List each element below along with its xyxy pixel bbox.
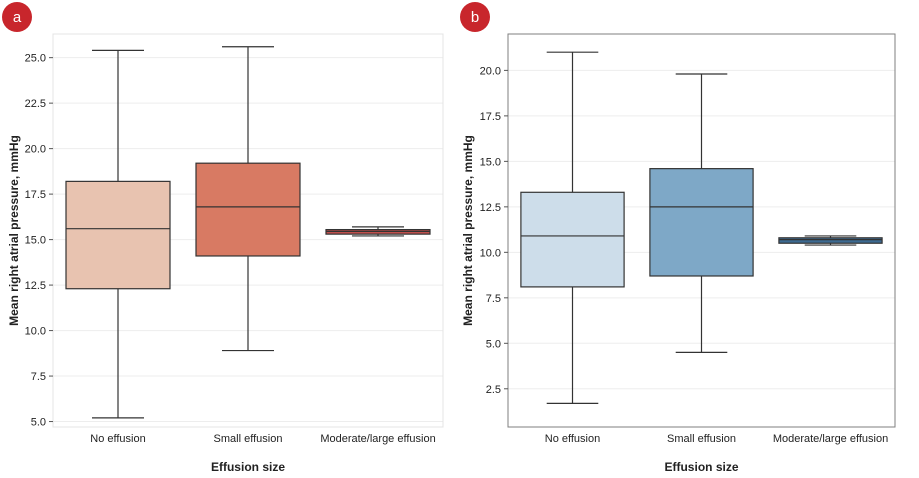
panel-badge-circle: [460, 2, 490, 32]
x-category-label: No effusion: [90, 433, 145, 445]
box-iqr: [65, 180, 171, 290]
box-0: [65, 49, 171, 419]
panel-badge: a: [2, 2, 32, 32]
y-tick-label: 5.0: [31, 417, 46, 429]
y-tick-label: 10.0: [480, 247, 501, 259]
plot-frame: [52, 33, 444, 428]
x-category-label: Small effusion: [667, 433, 736, 445]
x-axis-title: Effusion size: [664, 460, 738, 474]
x-category-label: Moderate/large effusion: [773, 433, 888, 445]
box-2: [325, 226, 431, 237]
box-1: [195, 46, 301, 352]
box-0: [520, 51, 625, 404]
y-tick-label: 22.5: [25, 98, 46, 110]
panel-badge-label: a: [13, 9, 22, 26]
box-iqr: [520, 191, 625, 288]
y-tick-label: 17.5: [480, 111, 501, 123]
y-tick-label: 7.5: [486, 293, 501, 305]
box-iqr: [649, 168, 754, 277]
plot-frame: [507, 33, 896, 428]
x-category-label: No effusion: [545, 433, 600, 445]
chart-panel-b: 2.5 5.0 7.5 10.0 12.5 15.0 17.5 20.0 No effusion…: [460, 2, 896, 474]
y-tick-label: 20.0: [25, 144, 46, 156]
y-tick-label: 25.0: [25, 53, 46, 65]
x-category-label: Small effusion: [214, 433, 283, 445]
box-2: [778, 235, 883, 246]
y-axis-title: Mean right atrial pressure, mmHg: [7, 135, 21, 326]
y-tick-label: 12.5: [480, 202, 501, 214]
y-tick-label: 12.5: [25, 280, 46, 292]
chart-panel-a: 5.0 7.5 10.0 12.5 15.0 17.5 20.0 22.5 25.0 No eff…: [2, 2, 444, 474]
x-axis-title: Effusion size: [211, 460, 285, 474]
box-iqr: [195, 162, 301, 257]
y-tick-label: 5.0: [486, 338, 501, 350]
panel-badge-label: b: [471, 9, 479, 26]
y-tick-label: 17.5: [25, 189, 46, 201]
y-tick-label: 15.0: [480, 156, 501, 168]
y-axis-title: Mean right atrial pressure, mmHg: [461, 135, 475, 326]
panel-badge: b: [460, 2, 490, 32]
panel-badge-circle: [2, 2, 32, 32]
y-tick-label: 15.0: [25, 235, 46, 247]
y-tick-label: 7.5: [31, 371, 46, 383]
y-tick-label: 20.0: [480, 65, 501, 77]
x-category-label: Moderate/large effusion: [320, 433, 435, 445]
y-tick-label: 2.5: [486, 384, 501, 396]
box-iqr: [778, 237, 883, 244]
box-1: [649, 73, 754, 354]
y-tick-label: 10.0: [25, 326, 46, 338]
